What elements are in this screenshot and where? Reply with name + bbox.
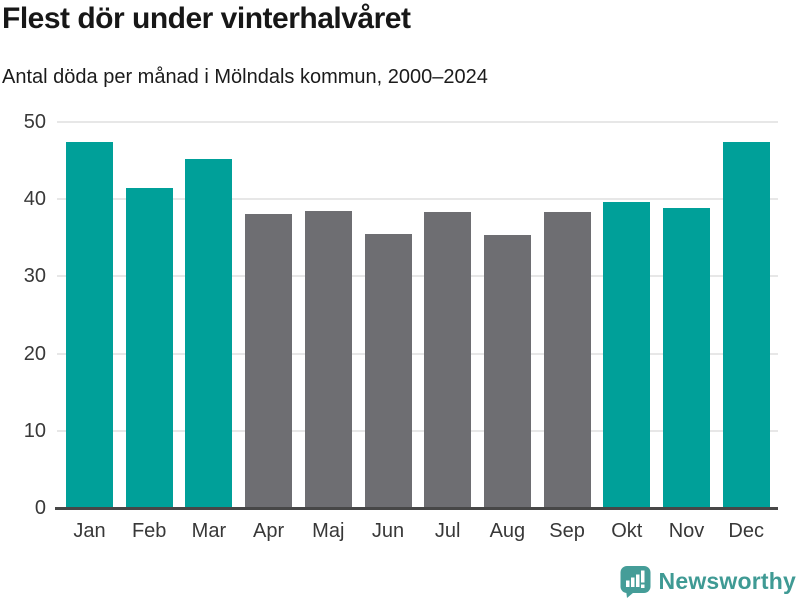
bar-jul [424, 211, 472, 508]
bar-sep [543, 211, 591, 508]
x-tick-label-dec: Dec [728, 520, 764, 542]
y-tick-label-10: 10 [23, 419, 46, 442]
newsworthy-logo-text: Newsworthy [658, 568, 796, 594]
y-tick-label-40: 40 [23, 188, 46, 211]
x-tick-label-feb: Feb [131, 520, 167, 542]
x-tick-label-okt: Okt [611, 520, 643, 542]
gridline-10 [57, 429, 778, 432]
bar-apr [245, 213, 293, 508]
x-axis: Jan Feb Mar Apr Maj Jun Jul Aug Sep Okt Nov Dec [57, 518, 778, 546]
bar-feb [125, 188, 173, 508]
x-tick-label-apr: Apr [253, 520, 285, 542]
x-tick-label-aug: Aug [489, 520, 526, 542]
y-tick-label-0: 0 [34, 497, 46, 519]
plot-area [55, 121, 778, 510]
y-tick-label-30: 30 [23, 265, 46, 288]
bar-jan [66, 142, 113, 508]
x-tick-label-jun: Jun [371, 520, 405, 542]
y-axis: 0 10 20 30 40 50 [0, 111, 46, 519]
gridline-20 [57, 352, 778, 355]
x-tick-label-maj: Maj [312, 520, 345, 542]
x-tick-label-nov: Nov [668, 520, 705, 542]
y-tick-label-20: 20 [23, 342, 46, 365]
gridline-30 [57, 275, 778, 278]
x-tick-label-jan: Jan [73, 520, 106, 542]
bar-nov [663, 207, 710, 508]
bar-jun [364, 233, 412, 508]
y-tick-label-50: 50 [23, 111, 46, 133]
x-tick-label-sep: Sep [549, 520, 585, 542]
newsworthy-logo: Newsworthy [619, 565, 796, 598]
bar-aug [483, 234, 531, 508]
x-tick-label-mar: Mar [191, 520, 227, 542]
x-axis-line [55, 507, 778, 510]
gridline-40 [57, 198, 778, 201]
bar-mar [185, 159, 233, 508]
bar-maj [304, 210, 352, 508]
chart-subtitle: Antal döda per månad i Mölndals kommun, … [2, 66, 488, 88]
newsworthy-badge-icon [620, 566, 651, 598]
bar-okt [603, 201, 651, 508]
bar-dec [722, 142, 770, 508]
gridline-50 [57, 121, 778, 123]
x-tick-label-jul: Jul [434, 520, 461, 542]
chart-title: Flest dör under vinterhalvåret [2, 2, 411, 35]
